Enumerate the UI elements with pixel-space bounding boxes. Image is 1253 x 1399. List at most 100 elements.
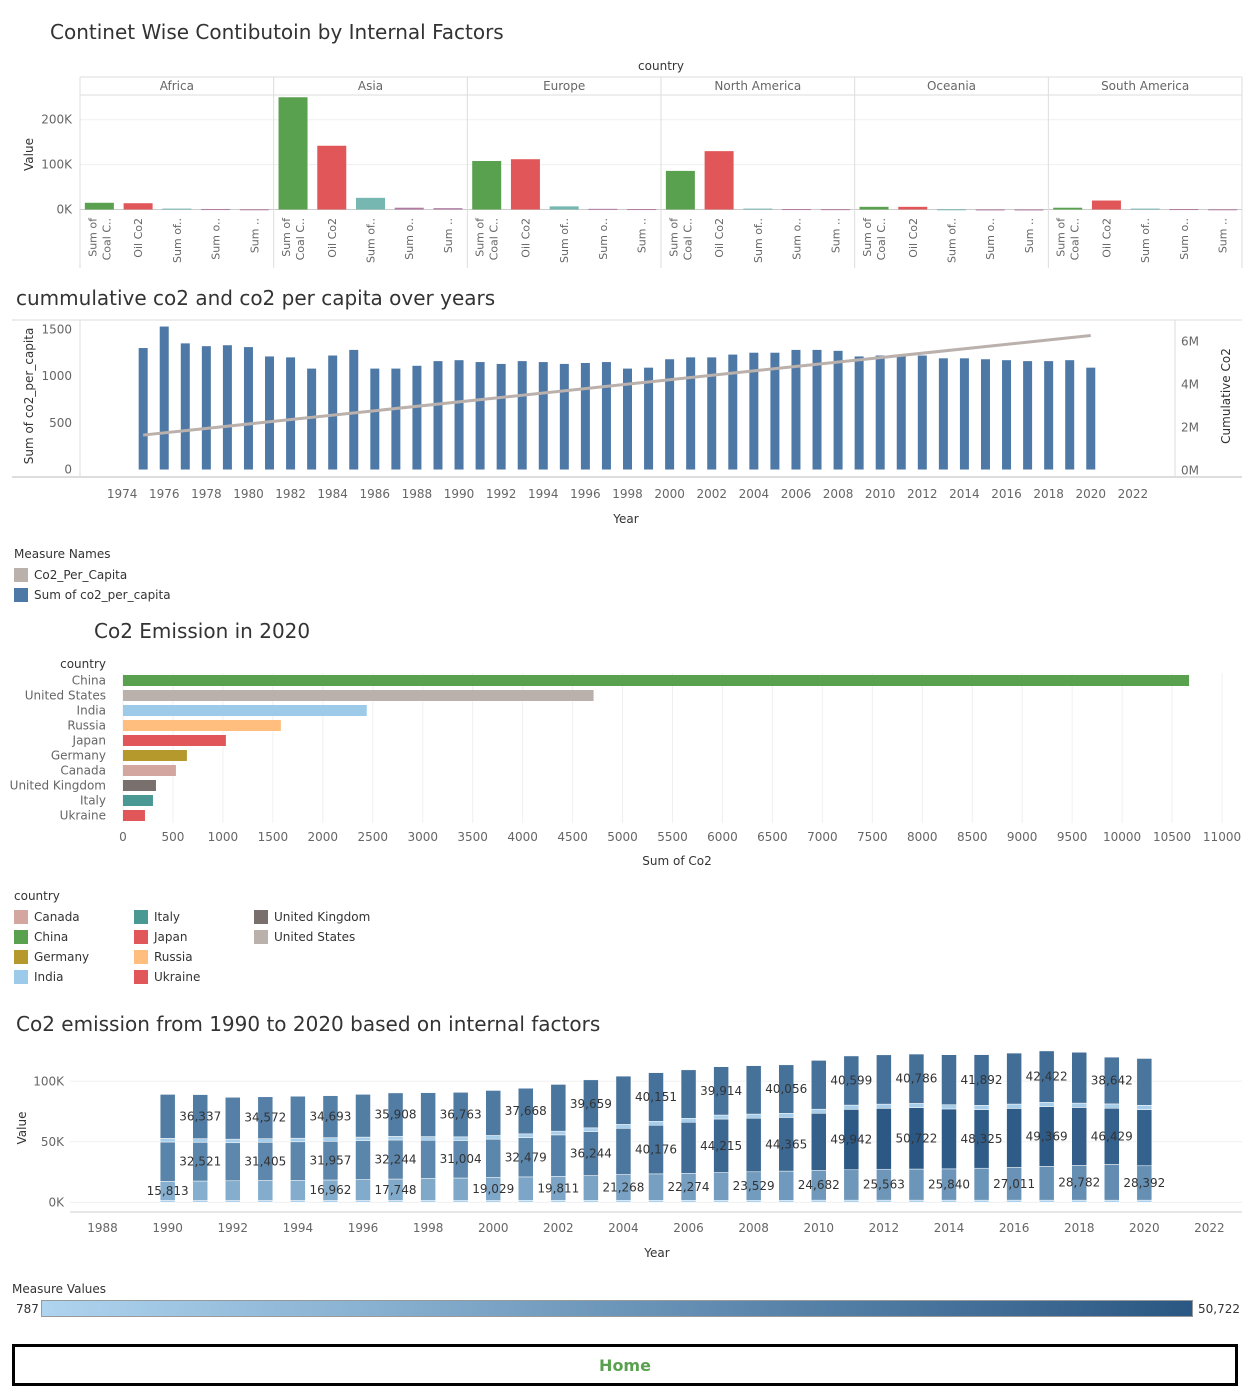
bar — [588, 208, 618, 210]
x-tick-label: 2014 — [934, 1221, 965, 1235]
bar-segment — [713, 1200, 729, 1203]
data-label: 40,599 — [830, 1074, 872, 1088]
data-label: 36,244 — [570, 1147, 612, 1161]
bar-segment — [1038, 1199, 1055, 1203]
bar — [812, 349, 822, 470]
bar-segment — [485, 1138, 501, 1178]
bar — [122, 675, 1190, 686]
x-tick-label: 8500 — [957, 830, 988, 844]
bar — [328, 355, 338, 470]
data-label: 31,004 — [440, 1152, 482, 1166]
legend-item: Russia — [134, 947, 254, 967]
data-label: 17,748 — [375, 1183, 417, 1197]
chart1-title: Continet Wise Contibutoin by Internal Fa… — [50, 20, 504, 44]
x-tick-label: 1994 — [283, 1221, 314, 1235]
category-label: Sum o.. — [403, 218, 416, 260]
bar — [122, 750, 187, 761]
category-label: Italy — [80, 794, 106, 808]
y-tick-label: 500 — [49, 416, 72, 430]
bar-segment — [420, 1178, 436, 1201]
bar-segment — [420, 1092, 436, 1137]
bar-segment — [713, 1066, 729, 1116]
bar — [265, 356, 275, 470]
x-tick-label: 2016 — [991, 487, 1022, 501]
legend-swatch — [14, 950, 28, 964]
data-label: 25,563 — [863, 1178, 905, 1192]
bar-segment — [973, 1054, 990, 1106]
bar-segment — [908, 1053, 925, 1104]
bar-segment — [1104, 1103, 1120, 1109]
category-label: Japan — [72, 734, 106, 748]
data-label: 44,365 — [765, 1137, 807, 1151]
x-tick-label: 1980 — [233, 487, 264, 501]
bar-segment — [778, 1170, 794, 1201]
bar — [122, 735, 226, 746]
data-label: 32,521 — [179, 1155, 221, 1169]
data-label: 49,942 — [830, 1133, 872, 1147]
category-label: Sum o.. — [1178, 218, 1191, 260]
bar — [917, 355, 927, 470]
panel-label: Africa — [160, 79, 194, 93]
bar — [1014, 209, 1044, 211]
x-tick-label: 1974 — [107, 487, 138, 501]
panel-label: Oceania — [927, 79, 976, 93]
x-tick-label: 1978 — [191, 487, 222, 501]
bar — [122, 720, 281, 731]
category-label: Sum .. — [442, 218, 455, 253]
category-label: Sum of — [86, 217, 99, 257]
x-tick-label: 1998 — [413, 1221, 444, 1235]
bar-segment — [843, 1055, 860, 1106]
data-label: 28,392 — [1123, 1176, 1165, 1190]
cumulative-line — [143, 333, 1091, 437]
y-tick-label: 0K — [56, 203, 73, 217]
legend-item: Co2_Per_Capita — [14, 565, 171, 585]
bar — [201, 346, 211, 470]
y-right-tick-label: 2M — [1181, 421, 1199, 435]
legend-label: Canada — [34, 910, 80, 924]
legend-item: Ukraine — [134, 967, 254, 987]
bar — [433, 361, 443, 470]
bar-segment — [941, 1104, 957, 1110]
x-tick-label: 2010 — [865, 487, 896, 501]
data-label: 40,056 — [765, 1082, 807, 1096]
x-tick-label: 2012 — [907, 487, 938, 501]
y-tick-label: 200K — [41, 113, 73, 127]
x-tick-label: 7000 — [807, 830, 838, 844]
bar-segment — [485, 1090, 501, 1136]
x-tick-label: 10500 — [1153, 830, 1191, 844]
bar-segment — [1136, 1104, 1153, 1110]
bar — [239, 209, 269, 211]
category-label: Ukraine — [60, 809, 106, 823]
legend-label: Italy — [154, 910, 181, 924]
category-label: Sum o.. — [597, 218, 610, 260]
bar-segment — [745, 1113, 762, 1119]
data-label: 31,957 — [309, 1154, 351, 1168]
y-right-tick-label: 0M — [1181, 464, 1199, 478]
data-label: 41,892 — [961, 1073, 1003, 1087]
bar-segment — [1136, 1109, 1153, 1167]
data-label: 39,914 — [700, 1084, 742, 1098]
category-label: United Kingdom — [10, 779, 106, 793]
x-tick-label: 1982 — [275, 487, 306, 501]
bar-segment — [615, 1075, 632, 1125]
legend-label: Co2_Per_Capita — [34, 568, 128, 582]
bar — [454, 360, 464, 470]
legend-label: United Kingdom — [274, 910, 371, 924]
x-tick-label: 2002 — [543, 1221, 574, 1235]
bar-segment — [192, 1200, 208, 1203]
bar-segment — [973, 1167, 990, 1201]
bar-segment — [713, 1172, 729, 1201]
bar-segment — [778, 1113, 794, 1118]
bar-segment — [1104, 1199, 1120, 1203]
legend-item: Japan — [134, 927, 254, 947]
category-label: Sum .. — [829, 218, 842, 253]
home-button[interactable]: Home — [12, 1344, 1238, 1386]
bar — [1208, 209, 1238, 211]
bar-segment — [1006, 1103, 1022, 1109]
bar-segment — [290, 1200, 306, 1203]
bar-segment — [745, 1200, 762, 1203]
measure-names-legend: Measure Names Co2_Per_Capita Sum of co2_p… — [14, 547, 171, 605]
data-label: 31,405 — [244, 1154, 286, 1168]
bar-segment — [1136, 1199, 1153, 1203]
